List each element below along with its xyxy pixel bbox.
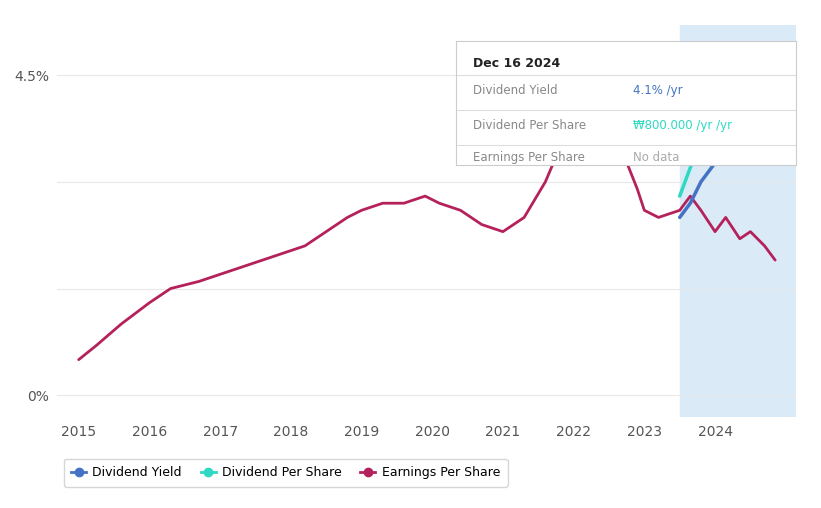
Legend: Dividend Yield, Dividend Per Share, Earnings Per Share: Dividend Yield, Dividend Per Share, Earn… [64,459,507,487]
Text: ₩800.000 /yr /yr: ₩800.000 /yr /yr [633,119,732,132]
Text: Earnings Per Share: Earnings Per Share [473,151,585,164]
Text: Past: Past [755,54,781,67]
Text: Dec 16 2024: Dec 16 2024 [473,57,560,70]
Bar [680,25,796,417]
Text: 4.1% /yr: 4.1% /yr [633,84,682,97]
Text: Dividend Per Share: Dividend Per Share [473,119,586,132]
Text: Dividend Yield: Dividend Yield [473,84,557,97]
Text: No data: No data [633,151,679,164]
